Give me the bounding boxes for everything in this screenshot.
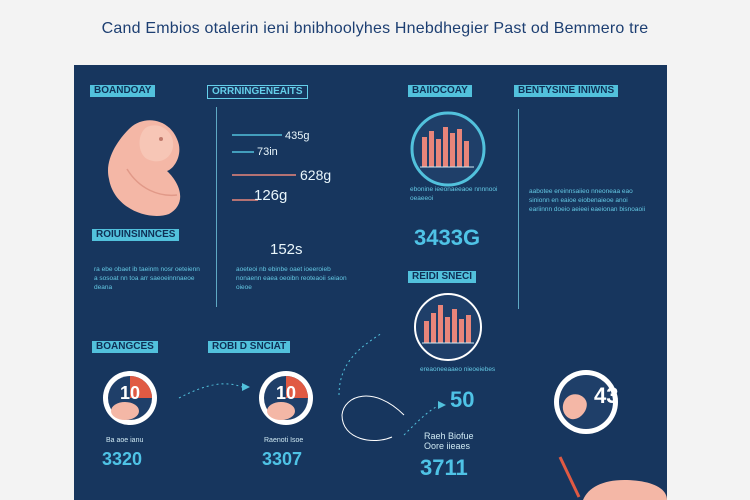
value-1: 435g [285,130,310,142]
tag-2: ORRNINGENEAITS [207,85,308,99]
value-bottom-1: 3320 [102,449,143,469]
tag-7: BOANGCES [92,341,158,353]
divider-2 [518,109,519,309]
ring-value-3: 43 [594,383,619,408]
caption-2: Raenoti Isoe [264,437,304,444]
ring-value-1: 10 [120,383,141,403]
bar-chart-circle-1 [410,111,486,187]
tag-8: ROBI D SNCIAT [208,341,291,353]
value-5: 152s [270,241,303,258]
value-4: 126g [254,187,288,204]
paragraph-2: aoeteoi nb ebinbe oaet ioeeroieb nonaenn… [236,266,347,291]
tag-6: REIDI SNECI [408,271,477,283]
tag-1: BOANDOAY [90,85,156,97]
ring-gauge-1 [103,371,157,425]
page-title: Cand Embios otalerin ieni bnibhoolyhes H… [101,20,649,37]
embryo-illustration [108,120,181,216]
tag-5: ROIUINSINNCES [92,229,180,241]
paragraph-5: ereaoneeaaeo nieoeiebes [420,366,496,373]
value-3: 628g [300,167,332,183]
value-bottom-2: 3307 [262,449,303,469]
ring-gauge-2 [259,371,313,425]
infographic-panel: BOANDOAY ROIUINSINNCES ra ebe obaet ib t… [74,65,667,500]
ring-gauge-3 [554,370,618,434]
value-big-2: 50 [450,387,475,412]
paragraph-1: ra ebe obaet ib taeinm nosr oeteienn a s… [94,266,200,291]
measurement-lines [232,134,296,201]
hand-illustration [583,479,667,500]
caption-3: Raeh Biofue [424,431,474,441]
caption-3b: Oore iieaes [424,441,471,451]
paragraph-4: ebonine ieeonaeeaoe nnnnooi oeaeeoi [410,186,498,202]
tag-4: BENTYSINE INIWNS [514,85,619,97]
connector-lines [178,332,581,498]
ring-value-2: 10 [276,383,297,403]
value-bottom-3: 3711 [420,455,468,480]
bar-chart-circle-2 [414,293,482,361]
divider-1 [216,107,217,307]
value-2: 73in [257,146,278,158]
paragraph-3: aabotee ereinnsaiieo nneoneaa eao sinion… [529,188,646,213]
value-big-1: 3433G [414,225,481,250]
tag-3: BAIIOCOAY [408,85,472,97]
caption-1: Ba aoe ianu [106,437,144,444]
